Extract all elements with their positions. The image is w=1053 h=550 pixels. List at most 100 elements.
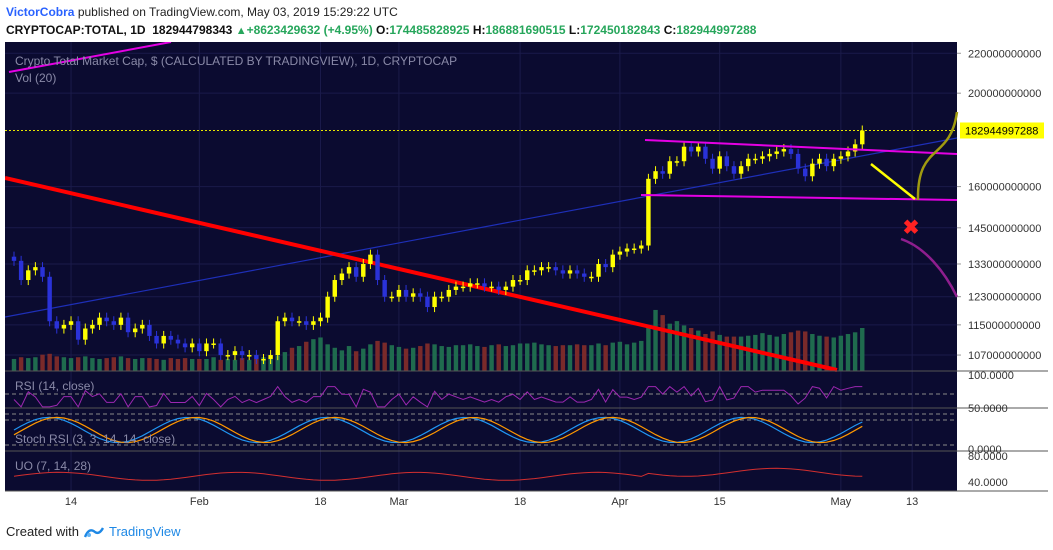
candle-body [132, 328, 138, 333]
volume-bar [560, 345, 566, 371]
candle-body [332, 280, 337, 297]
tradingview-link[interactable]: TradingView [108, 524, 181, 539]
candle-body [475, 283, 480, 285]
rsi-pane-bg [5, 371, 957, 408]
candle-body [318, 317, 323, 322]
volume-bar [688, 328, 694, 371]
uo-label: UO (7, 14, 28) [15, 459, 91, 473]
candle-body [817, 158, 822, 164]
volume-bar [254, 358, 259, 371]
price-axis-bg [957, 42, 1048, 491]
volume-bar [724, 336, 730, 371]
channel-bottom-line [640, 194, 958, 201]
low-value: 172450182843 [580, 23, 661, 37]
candle-body [767, 153, 772, 157]
volume-bar [40, 354, 45, 371]
candle-body [304, 321, 309, 325]
volume-bar [639, 340, 644, 371]
volume-bar [852, 332, 858, 371]
volume-bar [261, 357, 266, 371]
volume-bar [175, 358, 181, 371]
candle-body [325, 296, 330, 318]
tradingview-logo-icon [83, 526, 105, 537]
candle-body [489, 286, 494, 289]
indicator-tick-label: 40.0000 [968, 477, 1008, 489]
candle-body [189, 343, 195, 348]
candle-body [838, 156, 844, 159]
volume-bar [247, 359, 252, 371]
volume-bar [54, 356, 59, 371]
volume-bar [803, 331, 808, 371]
volume-bar [375, 340, 380, 371]
time-tick-label: 18 [514, 496, 526, 508]
candle-body [624, 248, 630, 252]
candle-body [232, 351, 238, 356]
olive-projection-curve [916, 111, 959, 201]
candle-body [197, 343, 202, 352]
time-tick-label: 14 [65, 496, 77, 508]
candle-body [90, 324, 95, 329]
candle-body [339, 273, 345, 281]
candle-body [646, 178, 651, 246]
candle-body [731, 166, 737, 174]
volume-bar [425, 343, 430, 371]
volume-bar [674, 321, 680, 371]
volume-bar [681, 325, 687, 371]
candle-body [61, 324, 67, 329]
volume-bar [132, 358, 138, 371]
candle-body [482, 283, 487, 287]
volume-bar [610, 342, 615, 371]
volume-bar [282, 352, 288, 371]
candles [11, 125, 865, 365]
candle-body [703, 146, 708, 159]
uo-line [13, 467, 863, 481]
volume-bar [788, 332, 794, 371]
volume-bar [410, 347, 416, 371]
candle-body [368, 254, 373, 264]
published-text: published on TradingView.com, May 03, 20… [77, 5, 398, 19]
axes: 2200000000002000000000001600000000001450… [65, 48, 1044, 508]
open-label: O: [376, 23, 390, 37]
volume-bar [61, 357, 67, 371]
candle-body [275, 321, 280, 356]
yellow-projection [870, 163, 916, 200]
volume-bar [189, 358, 195, 371]
price-tick-label: 115000000000 [968, 320, 1041, 332]
open-value: 174485828925 [389, 23, 470, 37]
price-tag-label: 182944997288 [965, 125, 1038, 137]
candle-body [140, 324, 145, 329]
candle-body [589, 276, 594, 279]
candle-body [282, 317, 288, 322]
candle-body [247, 355, 252, 357]
candle-body [161, 335, 166, 344]
volume-bar [503, 346, 509, 371]
candle-body [852, 144, 858, 152]
candle-body [738, 166, 744, 174]
chart-area[interactable]: ✖ 220000000000 200000000000 160000000000 14… [4, 41, 1048, 515]
candle-body [125, 317, 131, 333]
candle-body [517, 280, 523, 282]
high-label: H: [472, 23, 486, 37]
volume-bar [104, 358, 109, 371]
candle-body [803, 168, 808, 177]
candle-body [824, 158, 829, 167]
time-tick-label: Apr [611, 496, 628, 508]
volume-bar [83, 356, 88, 371]
candle-body [510, 280, 516, 287]
volume-bar [33, 357, 38, 371]
volume-bar [453, 345, 459, 371]
candle-body [104, 317, 109, 322]
candle-body [532, 270, 537, 272]
candle-body [717, 156, 722, 169]
chart-svg[interactable]: ✖ 220000000000 200000000000 160000000000 14… [4, 41, 1048, 515]
candle-body [546, 267, 551, 269]
candle-body [26, 270, 31, 281]
author-link[interactable]: VictorCobra [6, 5, 75, 19]
volume-bar [631, 342, 637, 371]
purple-projection-curve [900, 237, 959, 298]
candle-body [118, 317, 124, 325]
channel-top-line [644, 139, 958, 155]
candle-body [574, 270, 580, 274]
price-tick-label: 160000000000 [968, 182, 1041, 194]
x-mark-icon: ✖ [903, 217, 920, 239]
